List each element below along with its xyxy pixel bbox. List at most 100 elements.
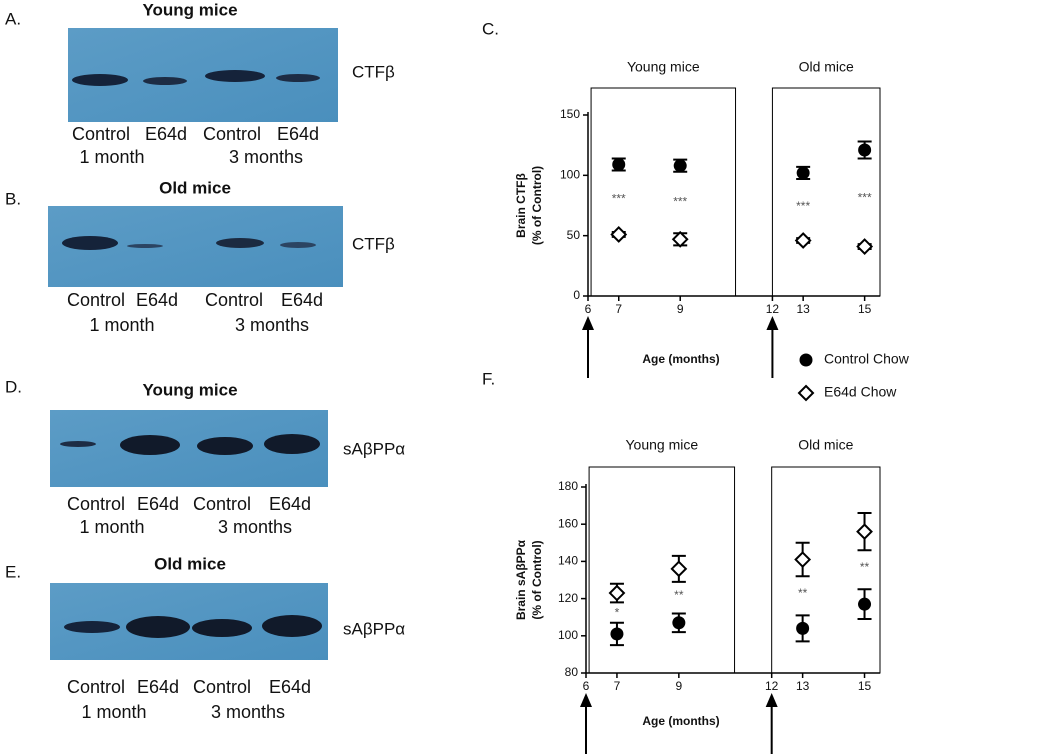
band — [126, 616, 190, 638]
band — [60, 441, 96, 447]
lane-label: E64d — [277, 124, 319, 144]
band — [262, 615, 322, 637]
group-label: 3 months — [218, 517, 292, 537]
region-label: Young mice — [627, 59, 700, 75]
significance: *** — [612, 192, 626, 206]
legend-marker — [799, 353, 813, 367]
data-point — [608, 584, 626, 602]
y-tick-label: 80 — [565, 665, 579, 679]
x-tick-label: 13 — [796, 302, 810, 316]
band — [127, 244, 163, 248]
lane-label: E64d — [269, 677, 311, 697]
band — [276, 74, 320, 82]
band — [264, 434, 320, 454]
significance: *** — [858, 190, 872, 204]
x-tick-label: 9 — [675, 679, 682, 693]
data-point — [856, 523, 873, 541]
significance: *** — [796, 199, 810, 213]
band — [192, 619, 252, 637]
lane-label: Control — [67, 494, 125, 514]
data-point — [610, 627, 624, 641]
data-point — [673, 159, 687, 173]
data-point — [796, 166, 810, 180]
x-tick-label: 9 — [677, 302, 684, 316]
band — [143, 77, 187, 85]
blot-title: Old mice — [159, 178, 231, 197]
data-point — [612, 157, 626, 171]
significance: ** — [860, 560, 870, 574]
significance: * — [615, 606, 620, 620]
region-box — [588, 466, 736, 674]
y-axis-label: (% of Control) — [530, 166, 544, 245]
lane-label: Control — [193, 677, 251, 697]
legend-label: Control Chow — [824, 351, 910, 367]
group-label: 3 months — [211, 702, 285, 722]
lane-label: E64d — [137, 677, 179, 697]
data-point — [796, 621, 810, 635]
lane-label: Control — [72, 124, 130, 144]
arrow-head — [582, 316, 594, 330]
panel-label: F. — [482, 369, 495, 388]
y-axis-label: Brain sAβPPα — [514, 539, 528, 620]
band — [280, 242, 316, 248]
y-tick-label: 150 — [560, 107, 580, 121]
y-axis-label: (% of Control) — [530, 540, 544, 619]
region-label: Young mice — [625, 437, 698, 453]
x-axis-label: Age (months) — [642, 352, 719, 366]
x-tick-label: 7 — [615, 302, 622, 316]
x-tick-label: 7 — [614, 679, 621, 693]
group-label: 1 month — [79, 517, 144, 537]
blot-title: Young mice — [142, 0, 237, 19]
significance: *** — [673, 195, 687, 209]
x-tick-label: 12 — [766, 302, 780, 316]
y-tick-label: 100 — [558, 628, 578, 642]
x-axis-label: Age (months) — [642, 714, 719, 728]
group-label: 1 month — [81, 702, 146, 722]
data-point — [794, 551, 812, 568]
data-point — [858, 597, 872, 611]
y-tick-label: 0 — [573, 288, 580, 302]
protein-label: CTFβ — [352, 234, 395, 253]
panel-label: A. — [5, 9, 21, 28]
lane-label: E64d — [281, 290, 323, 310]
arrow-head — [766, 316, 779, 330]
y-axis-label: Brain CTFβ — [514, 173, 528, 238]
data-point — [856, 238, 874, 255]
region-label: Old mice — [798, 437, 853, 453]
panel-label: B. — [5, 189, 21, 208]
x-tick-label: 6 — [583, 679, 590, 693]
y-tick-label: 160 — [558, 516, 578, 530]
band — [216, 238, 264, 248]
y-tick-label: 140 — [558, 554, 578, 568]
data-point — [670, 560, 688, 578]
band — [62, 236, 118, 250]
lane-label: E64d — [137, 494, 179, 514]
data-point — [858, 143, 872, 157]
x-tick-label: 13 — [796, 679, 810, 693]
legend-label: E64d Chow — [824, 384, 897, 400]
arrow-head — [765, 693, 778, 707]
y-tick-label: 50 — [567, 228, 581, 242]
arrow-head — [580, 693, 592, 707]
blot-title: Young mice — [142, 380, 237, 399]
data-point — [672, 616, 686, 630]
x-tick-label: 15 — [858, 679, 872, 693]
lane-label: Control — [205, 290, 263, 310]
y-tick-label: 120 — [558, 591, 578, 605]
panel-label: D. — [5, 377, 22, 396]
group-label: 1 month — [89, 315, 154, 335]
group-label: 3 months — [235, 315, 309, 335]
protein-label: sAβPPα — [343, 619, 405, 638]
band — [120, 435, 180, 455]
x-tick-label: 12 — [765, 679, 779, 693]
significance: ** — [798, 586, 808, 600]
legend-marker — [797, 384, 815, 402]
group-label: 1 month — [79, 147, 144, 167]
band — [72, 74, 128, 86]
lane-label: Control — [193, 494, 251, 514]
lane-label: E64d — [269, 494, 311, 514]
lane-label: E64d — [145, 124, 187, 144]
y-tick-label: 100 — [560, 168, 580, 182]
lane-label: Control — [203, 124, 261, 144]
